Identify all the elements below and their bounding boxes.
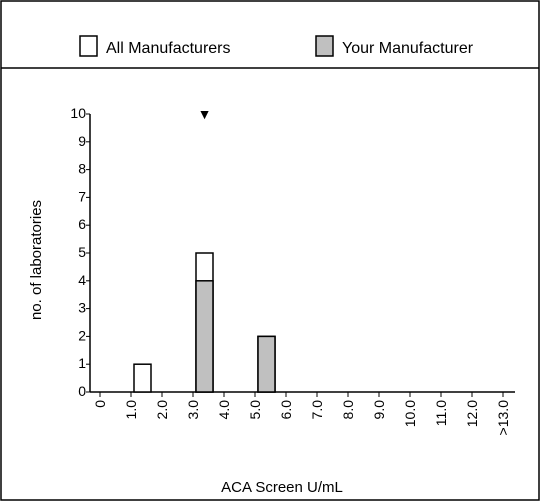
x-tick-label: 6.0 xyxy=(278,400,294,420)
bar-your-manufacturer xyxy=(195,280,214,393)
legend-label-all: All Manufacturers xyxy=(106,40,231,57)
x-tick-label: 8.0 xyxy=(340,400,356,420)
y-tick-label: 6 xyxy=(78,216,86,232)
x-tick-label: 10.0 xyxy=(402,400,418,427)
result-marker-icon: ▼ xyxy=(198,106,212,122)
x-tick-label: 2.0 xyxy=(154,400,170,420)
y-tick-label: 5 xyxy=(78,244,86,260)
y-tick-label: 2 xyxy=(78,327,86,343)
legend-swatch-all xyxy=(79,35,98,57)
legend-swatch-yours xyxy=(315,35,334,57)
x-tick-label: 3.0 xyxy=(185,400,201,420)
bar-all-manufacturers xyxy=(133,363,152,393)
y-axis-label: no. of laboratories xyxy=(28,200,45,320)
x-tick-label: >13.0 xyxy=(495,400,511,436)
x-tick-label: 4.0 xyxy=(216,400,232,420)
legend-label-yours: Your Manufacturer xyxy=(342,40,474,57)
x-tick-label: 11.0 xyxy=(433,400,449,426)
y-tick-label: 0 xyxy=(78,383,86,399)
x-axis-label: ACA Screen U/mL xyxy=(221,479,343,496)
y-tick-label: 1 xyxy=(78,355,86,371)
x-tick-label: 1.0 xyxy=(123,400,139,420)
y-tick-label: 4 xyxy=(78,272,86,288)
x-tick-label: 0 xyxy=(92,400,108,408)
legend: All Manufacturers Your Manufacturer xyxy=(79,35,474,57)
x-tick-label: 5.0 xyxy=(247,400,263,420)
x-tick-label: 7.0 xyxy=(309,400,325,420)
y-tick-label: 9 xyxy=(78,133,86,149)
y-tick-label: 3 xyxy=(78,300,86,316)
plot-area: 0 1 2 3 4 5 6 7 8 9 10 0 1.0 2.0 3.0 4.0 5.0 6.0 7.0 8.0 9.0… xyxy=(70,105,515,435)
bar-your-manufacturer xyxy=(257,335,276,393)
y-tick-label: 7 xyxy=(78,188,86,204)
x-tick-label: 12.0 xyxy=(464,400,480,427)
y-tick-label: 8 xyxy=(78,161,86,177)
y-tick-label: 10 xyxy=(70,105,86,121)
x-tick-label: 9.0 xyxy=(371,400,387,420)
